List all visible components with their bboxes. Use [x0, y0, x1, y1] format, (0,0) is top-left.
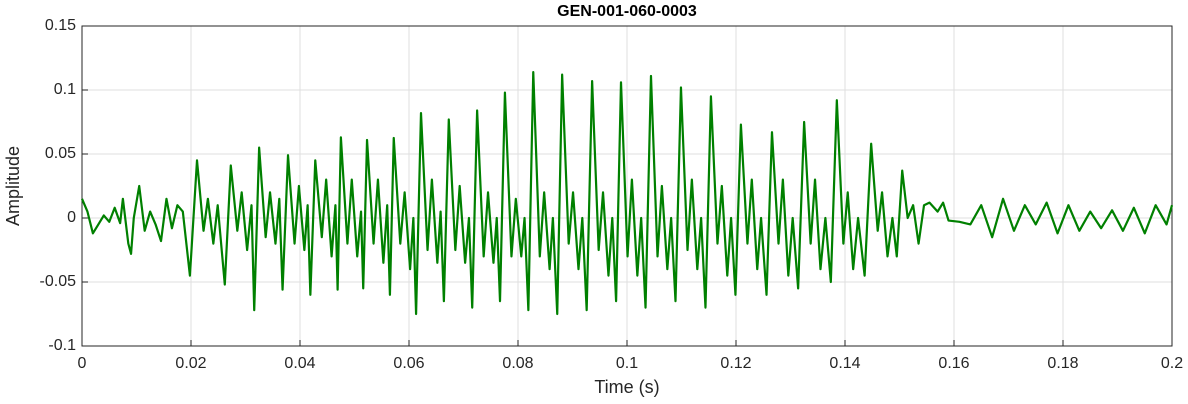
x-tick-label: 0.08: [502, 355, 533, 372]
y-tick-label: -0.1: [48, 337, 76, 354]
y-axis-label: Amplitude: [3, 146, 23, 226]
x-tick-label: 0.06: [393, 355, 424, 372]
x-tick-label: 0.02: [175, 355, 206, 372]
x-tick-label: 0.18: [1047, 355, 1078, 372]
x-tick-label: 0.04: [284, 355, 315, 372]
y-tick-label: 0.1: [54, 81, 76, 98]
chart-title: GEN-001-060-0003: [557, 3, 697, 20]
waveform-line: [80, 70, 1174, 316]
x-tick-label: 0.2: [1161, 355, 1183, 372]
x-tick-label: 0.14: [829, 355, 860, 372]
x-axis-label: Time (s): [594, 377, 659, 397]
plot-frame: [81, 25, 1173, 347]
x-tick-label: 0: [78, 355, 87, 372]
y-tick-label: 0.15: [45, 17, 76, 34]
x-tick-label: 0.16: [938, 355, 969, 372]
y-tick-label: 0: [67, 209, 76, 226]
y-tick-label: -0.05: [40, 273, 77, 290]
y-tick-label: 0.05: [45, 145, 76, 162]
x-tick-label: 0.1: [616, 355, 638, 372]
x-tick-label: 0.12: [720, 355, 751, 372]
